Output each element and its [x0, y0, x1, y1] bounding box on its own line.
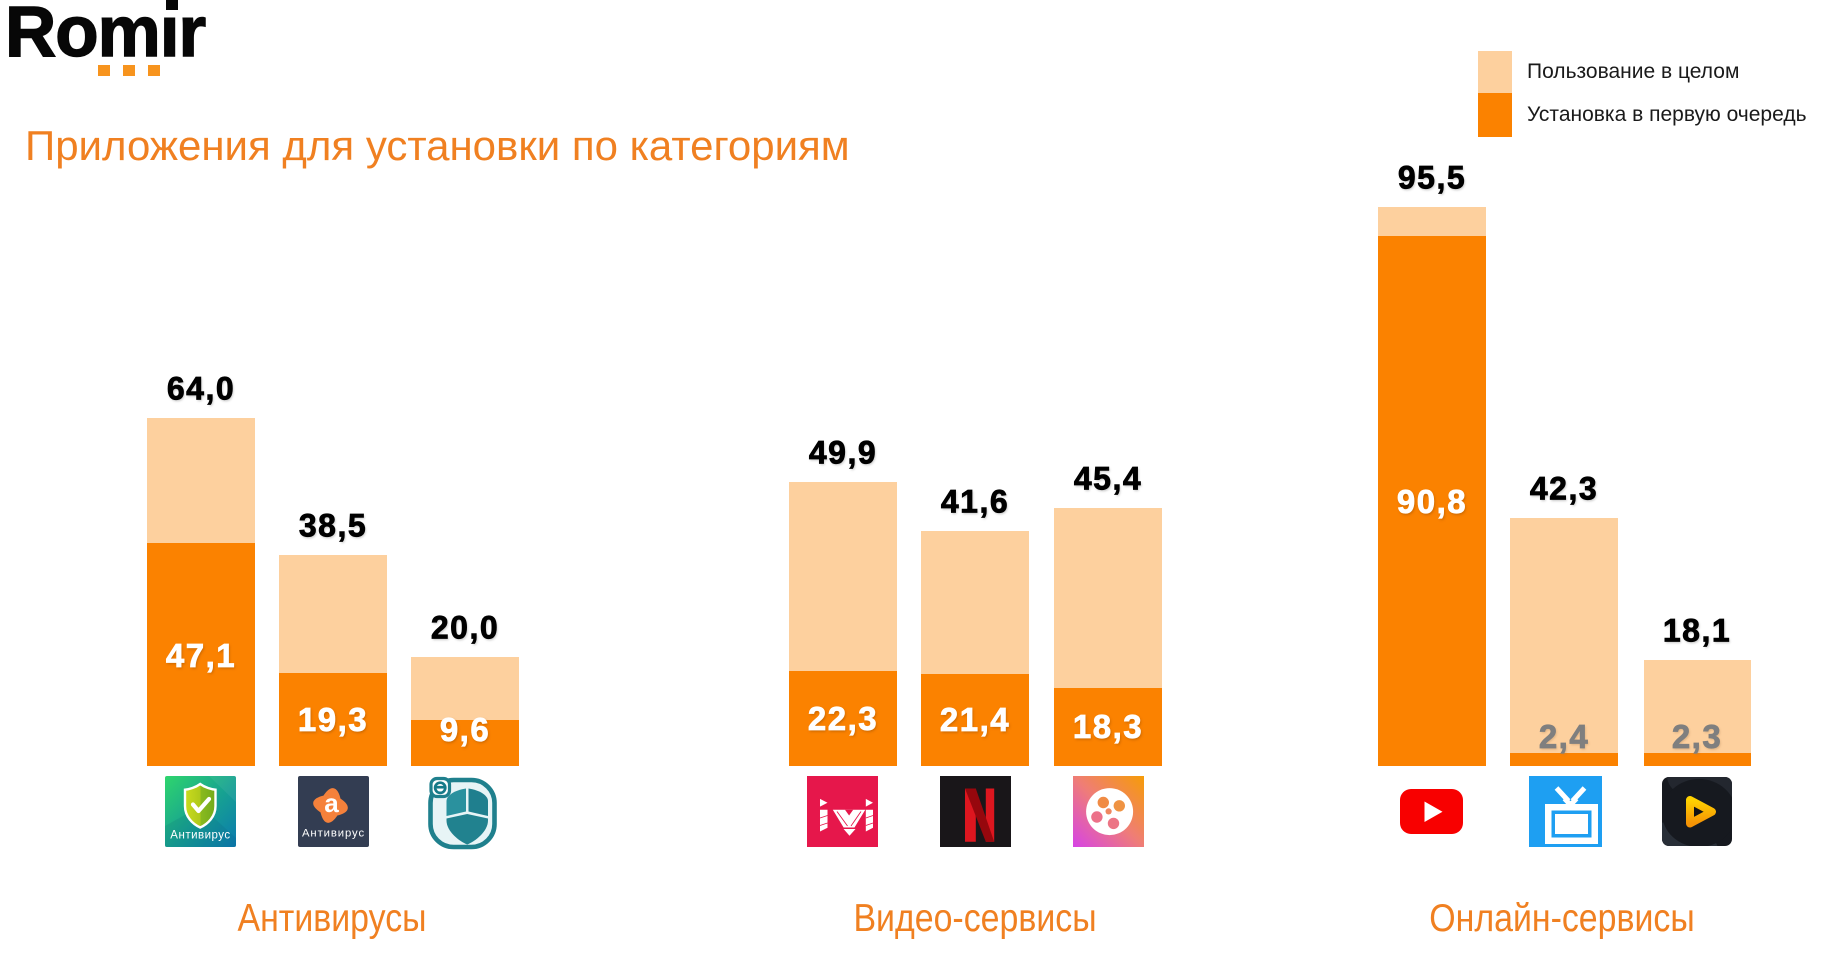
svg-text:Антивирус: Антивирус — [170, 830, 230, 842]
svg-text:Антивирус: Антивирус — [302, 828, 365, 840]
svg-text:a: a — [324, 788, 339, 818]
